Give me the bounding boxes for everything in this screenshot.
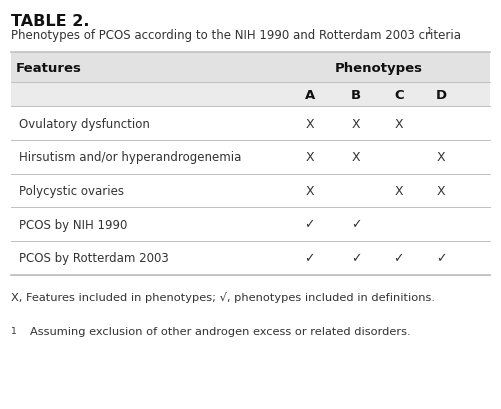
Text: Ovulatory dysfunction: Ovulatory dysfunction	[19, 117, 149, 130]
Text: ✓: ✓	[394, 252, 404, 265]
Bar	[11, 107, 490, 141]
Text: A: A	[305, 88, 315, 101]
Text: X: X	[437, 151, 446, 164]
Text: X: X	[394, 184, 403, 198]
Text: D: D	[436, 88, 447, 101]
Text: X: X	[394, 117, 403, 130]
Text: X, Features included in phenotypes; √, phenotypes included in definitions.: X, Features included in phenotypes; √, p…	[11, 291, 435, 302]
Text: C: C	[394, 88, 404, 101]
Bar	[11, 174, 490, 208]
Text: X: X	[437, 184, 446, 198]
Text: Features: Features	[16, 61, 82, 74]
Text: X: X	[352, 117, 361, 130]
Text: X: X	[305, 184, 314, 198]
Bar	[11, 141, 490, 174]
Text: Assuming exclusion of other androgen excess or related disorders.: Assuming exclusion of other androgen exc…	[30, 326, 411, 336]
Text: ✓: ✓	[351, 252, 361, 265]
Text: 1: 1	[11, 326, 17, 335]
Text: TABLE 2.: TABLE 2.	[11, 14, 90, 29]
Text: ✓: ✓	[305, 218, 315, 231]
Text: Polycystic ovaries: Polycystic ovaries	[19, 184, 124, 198]
Bar	[11, 83, 490, 107]
Text: X: X	[305, 117, 314, 130]
Text: PCOS by NIH 1990: PCOS by NIH 1990	[19, 218, 127, 231]
Text: ✓: ✓	[351, 218, 361, 231]
Text: ✓: ✓	[436, 252, 446, 265]
Text: 1: 1	[426, 27, 431, 36]
Text: Hirsutism and/or hyperandrogenemia: Hirsutism and/or hyperandrogenemia	[19, 151, 241, 164]
Text: Phenotypes of PCOS according to the NIH 1990 and Rotterdam 2003 criteria: Phenotypes of PCOS according to the NIH …	[11, 29, 461, 42]
Text: Phenotypes: Phenotypes	[335, 61, 423, 74]
Bar	[11, 241, 490, 275]
Bar	[11, 208, 490, 241]
Bar	[11, 53, 490, 83]
Text: X: X	[352, 151, 361, 164]
Text: PCOS by Rotterdam 2003: PCOS by Rotterdam 2003	[19, 252, 168, 265]
Text: X: X	[305, 151, 314, 164]
Text: B: B	[351, 88, 361, 101]
Text: ✓: ✓	[305, 252, 315, 265]
